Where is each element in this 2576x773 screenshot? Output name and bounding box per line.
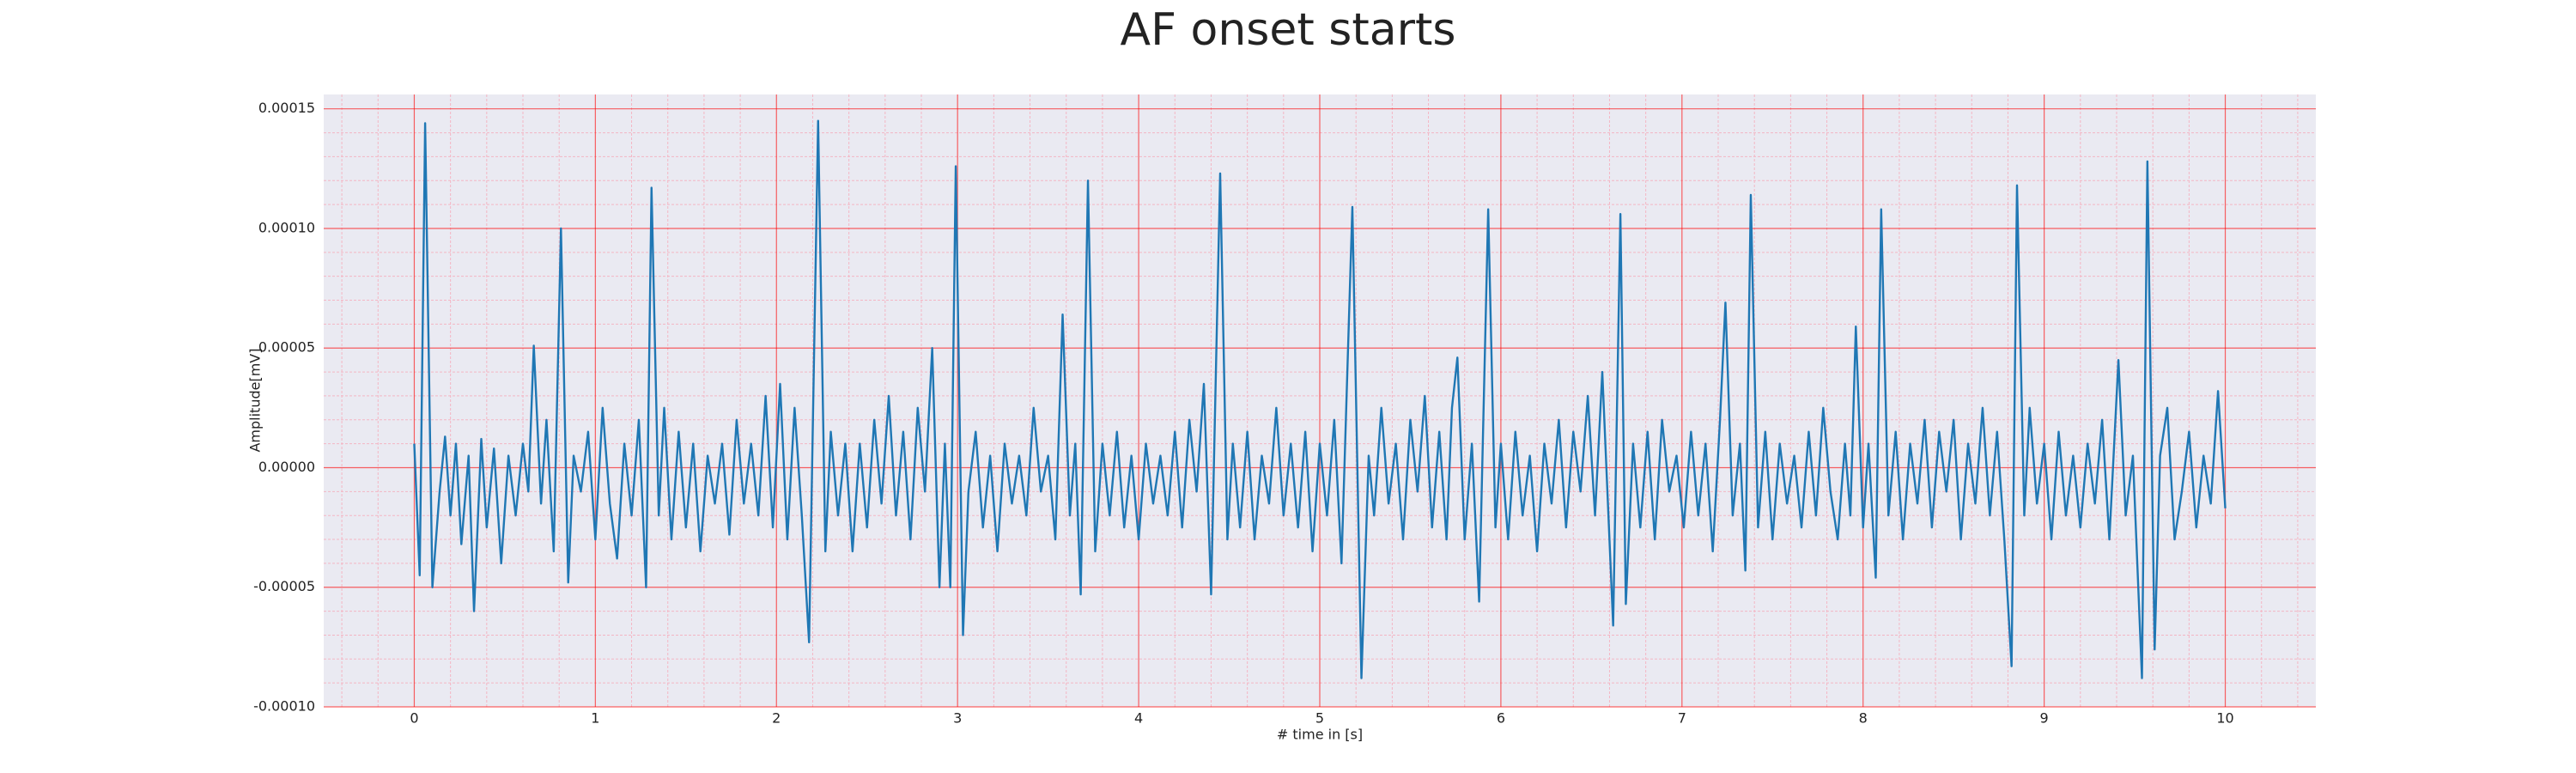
y-axis-label: Amplitude[mV]	[247, 348, 264, 452]
chart-title: AF onset starts	[1121, 4, 1456, 56]
x-tick-label: 4	[1134, 710, 1143, 727]
x-tick-label: 0	[410, 710, 418, 727]
y-tick-label: 0.00010	[258, 219, 315, 235]
x-tick-label: 1	[591, 710, 599, 727]
x-tick-label: 10	[2216, 710, 2233, 727]
y-tick-label: -0.00005	[253, 578, 315, 594]
x-tick-label: 5	[1315, 710, 1324, 727]
y-tick-label: 0.00005	[258, 339, 315, 356]
y-tick-label: 0.00000	[258, 459, 315, 475]
x-tick-label: 7	[1678, 710, 1686, 727]
y-tick-label: 0.00015	[258, 100, 315, 116]
x-tick-label: 9	[2040, 710, 2049, 727]
signal-line	[413, 119, 2227, 679]
x-tick-label: 3	[953, 710, 962, 727]
x-tick-label: 6	[1497, 710, 1505, 727]
y-tick-label: -0.00010	[253, 698, 315, 715]
x-tick-label: 8	[1859, 710, 1868, 727]
x-tick-label: 2	[772, 710, 781, 727]
x-axis-label: # time in [s]	[1277, 727, 1363, 743]
